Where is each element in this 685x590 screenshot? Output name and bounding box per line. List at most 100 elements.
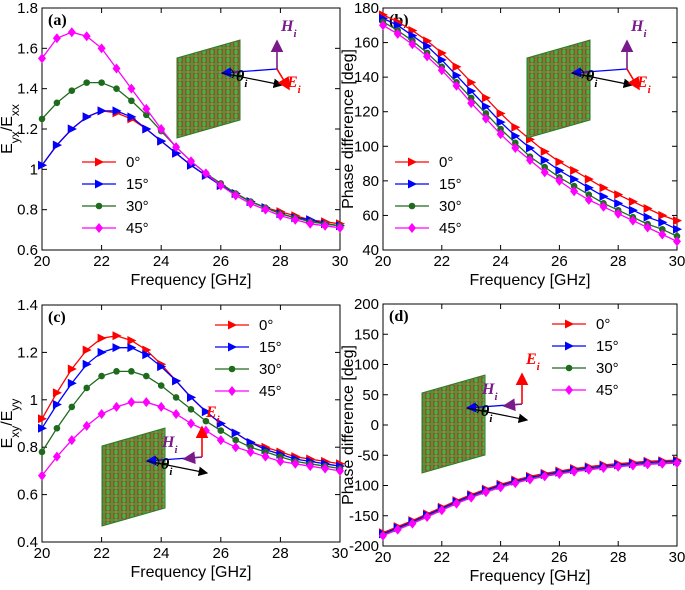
marker bbox=[437, 65, 446, 76]
marker bbox=[52, 400, 62, 410]
marker bbox=[570, 466, 579, 477]
legend-label: 45° bbox=[126, 220, 149, 237]
legend-label: 0° bbox=[439, 154, 453, 171]
legend-entry: 0° bbox=[552, 316, 610, 333]
marker bbox=[565, 341, 574, 351]
marker bbox=[481, 102, 491, 112]
marker bbox=[482, 110, 490, 117]
marker bbox=[143, 372, 150, 380]
marker bbox=[628, 205, 638, 215]
theta-label: θi bbox=[481, 403, 493, 425]
e-label: Ei bbox=[286, 74, 302, 96]
y-tick-label: 120 bbox=[354, 104, 379, 121]
marker bbox=[599, 201, 608, 212]
marker bbox=[52, 33, 61, 44]
marker bbox=[82, 31, 91, 42]
marker bbox=[467, 98, 476, 109]
marker bbox=[408, 223, 416, 233]
marker bbox=[38, 160, 47, 170]
marker bbox=[127, 112, 137, 122]
h-label: Hi bbox=[161, 434, 178, 456]
marker bbox=[511, 131, 521, 141]
marker bbox=[143, 111, 150, 119]
marker bbox=[336, 465, 344, 476]
y-tick-label: 1.2 bbox=[17, 121, 38, 138]
legend-entry: 45° bbox=[82, 220, 149, 237]
marker bbox=[52, 451, 61, 462]
e-arrow bbox=[626, 68, 640, 91]
marker bbox=[643, 204, 653, 214]
theta-label-sub: i bbox=[169, 466, 173, 478]
marker bbox=[128, 97, 135, 105]
x-tick-label: 24 bbox=[492, 253, 509, 270]
x-tick-label: 20 bbox=[375, 549, 392, 566]
y-axis-label-part: /E bbox=[0, 411, 16, 426]
x-tick-label: 22 bbox=[93, 253, 110, 270]
marker bbox=[172, 394, 180, 401]
panel: 20 22 24 26 28 30 0.6 0.8 1 1.2 1.4 1.6 1.8 Frequency… bbox=[0, 0, 348, 289]
x-axis-label: Frequency [GHz] bbox=[470, 272, 591, 289]
marker bbox=[231, 190, 240, 201]
y-tick-label: 0.6 bbox=[17, 487, 38, 504]
marker bbox=[584, 183, 594, 193]
y-tick-label: 0.6 bbox=[17, 242, 38, 259]
h-label: Hi bbox=[481, 381, 498, 403]
theta-label: θi bbox=[586, 68, 598, 90]
marker bbox=[452, 498, 461, 509]
marker bbox=[127, 336, 137, 346]
x-axis-label: Frequency [GHz] bbox=[131, 564, 252, 581]
marker bbox=[658, 229, 667, 240]
marker bbox=[228, 320, 237, 330]
y-tick-label: 1.6 bbox=[17, 40, 38, 57]
marker bbox=[142, 124, 152, 134]
marker bbox=[52, 388, 62, 398]
legend-label: 30° bbox=[126, 198, 149, 215]
panel-label: (a) bbox=[48, 12, 67, 29]
x-tick-label: 30 bbox=[332, 545, 349, 562]
rotated-arrow bbox=[466, 407, 529, 424]
marker bbox=[112, 106, 122, 116]
theta-arc bbox=[474, 403, 480, 414]
theta-label-sub: i bbox=[244, 78, 248, 90]
legend-label: 15° bbox=[126, 176, 149, 193]
legend-label: 30° bbox=[439, 198, 462, 215]
y-axis-label: Phase difference [deg] bbox=[340, 345, 357, 505]
marker bbox=[555, 175, 564, 186]
marker bbox=[423, 51, 432, 62]
y-axis-label: Phase difference [deg] bbox=[340, 49, 357, 209]
x-tick-label: 20 bbox=[34, 545, 51, 562]
x-tick-label: 26 bbox=[551, 253, 568, 270]
theta-label-main: θ bbox=[236, 68, 245, 85]
x-axis-label: Frequency [GHz] bbox=[131, 272, 252, 289]
marker bbox=[261, 451, 270, 462]
marker bbox=[555, 157, 565, 167]
fss-panel bbox=[526, 39, 591, 139]
marker bbox=[321, 220, 330, 231]
y-tick-label: 180 bbox=[354, 0, 379, 17]
marker bbox=[95, 157, 104, 167]
x-tick-label: 24 bbox=[492, 549, 509, 566]
marker bbox=[201, 407, 211, 417]
theta-label-main: θ bbox=[586, 68, 595, 85]
legend-entry: 45° bbox=[552, 382, 619, 399]
marker bbox=[276, 456, 285, 467]
marker bbox=[584, 174, 594, 184]
marker bbox=[512, 139, 519, 147]
y-tick-label: 1 bbox=[30, 392, 38, 409]
e-label-sub: i bbox=[537, 361, 541, 373]
rotated-arrow bbox=[571, 72, 634, 89]
marker bbox=[614, 208, 623, 219]
marker bbox=[291, 214, 300, 225]
marker bbox=[231, 442, 240, 453]
marker bbox=[127, 343, 137, 353]
marker bbox=[408, 179, 417, 189]
marker bbox=[673, 458, 681, 469]
marker bbox=[658, 210, 668, 220]
y-tick-label: 0.8 bbox=[17, 439, 38, 456]
y-tick-label: 0 bbox=[371, 417, 379, 434]
marker bbox=[67, 378, 77, 388]
marker bbox=[658, 217, 668, 227]
